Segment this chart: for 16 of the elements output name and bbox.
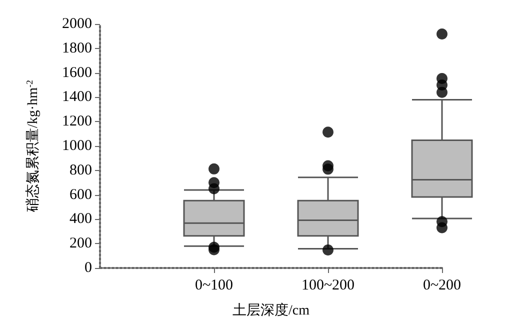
x-tick-label: 100~200 [301,278,355,294]
x-axis-title: 土层深度/cm [232,302,310,318]
y-tick-label: 1000 [62,138,92,154]
y-tick-label: 1600 [62,64,92,81]
y-axis-title: 硝态氮累积量/kg·hm-2 [24,80,41,213]
y-tick-label: 600 [70,186,92,203]
y-tick-label: 400 [70,211,92,228]
y-tick-label: 1400 [62,89,92,106]
y-tick-label: 1800 [62,40,92,56]
y-tick-label: 200 [70,236,92,252]
y-tick-label: 1200 [62,114,92,130]
y-tick-label: 800 [70,162,92,178]
x-tick-label: 0~100 [194,278,234,294]
y-tick-label: 0 [84,260,92,276]
y-tick-label: 2000 [62,16,92,32]
x-tick-label: 0~200 [422,278,462,294]
